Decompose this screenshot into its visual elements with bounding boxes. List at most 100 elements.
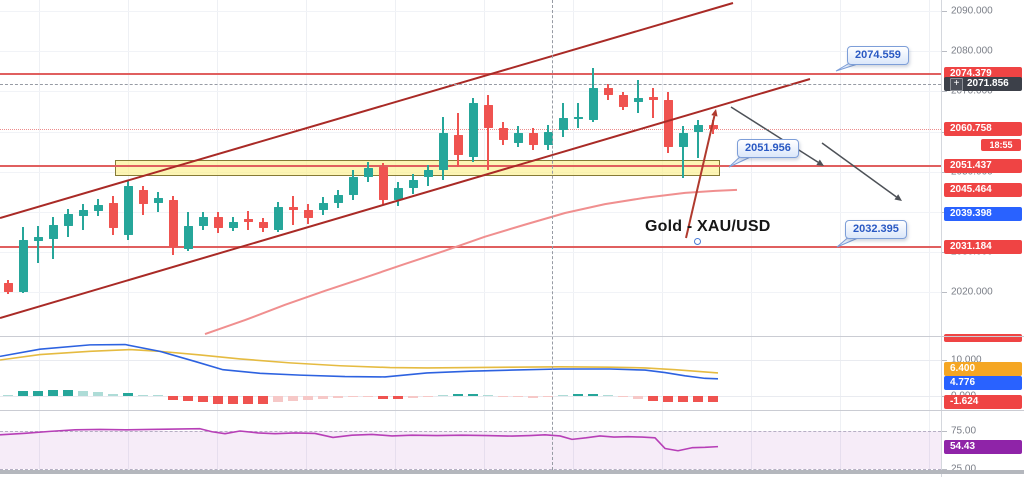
- projection-arrow-down-2[interactable]: [821, 142, 897, 198]
- macd-histogram-bar: [408, 396, 418, 398]
- candle-body: [708, 125, 718, 129]
- horizontal-gridline: [0, 292, 941, 293]
- axis-tick-mark: [942, 292, 947, 293]
- macd-histogram-bar: [543, 396, 553, 398]
- macd-histogram-bar: [258, 396, 268, 404]
- rsi-band: [0, 431, 941, 469]
- candle-body: [3, 283, 13, 292]
- macd-histogram-bar: [528, 396, 538, 398]
- candle-body: [228, 221, 238, 228]
- macd-histogram-bar: [348, 396, 358, 398]
- rsi-value-label: 54.43: [944, 439, 1022, 454]
- crosshair-horizontal-line: [0, 84, 941, 85]
- horizontal-gridline: [0, 396, 941, 397]
- axis-tick-label: 2090.000: [951, 5, 993, 17]
- macd-histogram-bar: [3, 394, 13, 396]
- macd-value-label: -1.624: [944, 394, 1022, 409]
- candle-body: [558, 117, 568, 130]
- macd-histogram-bar: [33, 390, 43, 396]
- symbol-text-label[interactable]: Gold - XAU/USD: [645, 218, 771, 235]
- vertical-gridline: [840, 0, 841, 470]
- candle-body: [468, 103, 478, 157]
- macd-histogram-bar: [603, 394, 613, 396]
- macd-histogram-bar: [123, 392, 133, 396]
- vertical-gridline: [395, 0, 396, 470]
- macd-histogram-bar: [423, 396, 433, 398]
- crosshair-vertical-line: [552, 0, 553, 470]
- macd-histogram-bar: [213, 396, 223, 404]
- price-axis[interactable]: 2090.0002080.0002070.0002060.0002050.000…: [941, 0, 1024, 477]
- horizontal-gridline: [0, 11, 941, 13]
- macd-histogram-bar: [678, 396, 688, 403]
- macd-histogram-bar: [633, 396, 643, 400]
- macd-histogram-bar: [243, 396, 253, 405]
- panel-separator[interactable]: [0, 336, 1024, 337]
- candle-body: [318, 202, 328, 210]
- macd-value-label: 6.400: [944, 362, 1022, 376]
- candle-wick: [577, 103, 579, 128]
- candle-body: [573, 117, 583, 120]
- axis-tick-mark: [942, 11, 947, 13]
- macd-histogram-bar: [483, 394, 493, 396]
- price-callout[interactable]: 2074.559: [847, 46, 909, 65]
- trend-line-channel-lower[interactable]: [0, 78, 811, 319]
- highlight-zone[interactable]: [115, 160, 720, 177]
- price-level-line[interactable]: [0, 72, 941, 75]
- macd-histogram-bar: [168, 396, 178, 400]
- candle-body: [513, 133, 523, 144]
- candle-body: [393, 188, 403, 201]
- macd-histogram-bar: [93, 391, 103, 396]
- macd-histogram-bar: [453, 394, 463, 396]
- panel-separator[interactable]: [0, 410, 1024, 411]
- crosshair-add-plus-icon[interactable]: +: [950, 77, 963, 91]
- candle-body: [258, 221, 268, 228]
- macd-histogram-bar: [648, 396, 658, 401]
- candle-body: [663, 99, 673, 148]
- macd-histogram-bar: [273, 396, 283, 403]
- candle-body: [168, 200, 178, 248]
- macd-histogram-bar: [438, 394, 448, 396]
- price-level-label: 2060.758: [944, 121, 1022, 136]
- macd-histogram-bar: [288, 396, 298, 402]
- price-level-label: 2045.464: [944, 182, 1022, 197]
- bottom-scrollbar[interactable]: [0, 470, 1024, 474]
- macd-histogram-bar: [693, 396, 703, 403]
- candle-body: [423, 170, 433, 177]
- price-level-line[interactable]: [0, 164, 941, 167]
- horizontal-gridline: [0, 360, 941, 361]
- rsi-lower-band-line: [0, 469, 941, 470]
- vertical-gridline: [39, 0, 40, 470]
- candle-body: [33, 237, 43, 241]
- projection-arrow-down-2-head: [894, 194, 902, 201]
- macd-histogram-bar: [468, 393, 478, 396]
- macd-histogram-bar: [138, 394, 148, 396]
- macd-histogram-bar: [513, 396, 523, 398]
- candle-body: [378, 166, 388, 201]
- candle-body: [693, 125, 703, 132]
- macd-histogram-bar: [363, 396, 373, 398]
- candle-body: [183, 225, 193, 250]
- horizontal-gridline: [0, 251, 941, 253]
- rsi-upper-band-line: [0, 431, 941, 432]
- macd-histogram-bar: [78, 390, 88, 396]
- horizontal-gridline: [0, 51, 941, 53]
- price-level-label: 2051.437: [944, 158, 1022, 173]
- main-chart[interactable]: Gold - XAU/USD 2074.559 2051.956 2032.395: [0, 0, 941, 470]
- candle-body: [288, 206, 298, 210]
- candle-body: [123, 186, 133, 235]
- candle-body: [48, 224, 58, 239]
- candle-body: [333, 194, 343, 203]
- macd-histogram-bar: [318, 396, 328, 400]
- price-callout[interactable]: 2051.956: [737, 139, 799, 158]
- macd-value-label: 4.776: [944, 376, 1022, 390]
- trend-line-channel-upper[interactable]: [0, 2, 734, 219]
- crosshair-price-label: +2071.856: [944, 77, 1022, 91]
- axis-tick-mark: [942, 469, 947, 470]
- price-callout[interactable]: 2032.395: [845, 220, 907, 239]
- candle-body: [408, 180, 418, 189]
- price-level-label: 2031.184: [944, 240, 1022, 255]
- candle-body: [648, 97, 658, 100]
- anchor-circle-icon[interactable]: [694, 238, 701, 245]
- macd-histogram-bar: [183, 396, 193, 402]
- price-level-line[interactable]: [0, 246, 941, 249]
